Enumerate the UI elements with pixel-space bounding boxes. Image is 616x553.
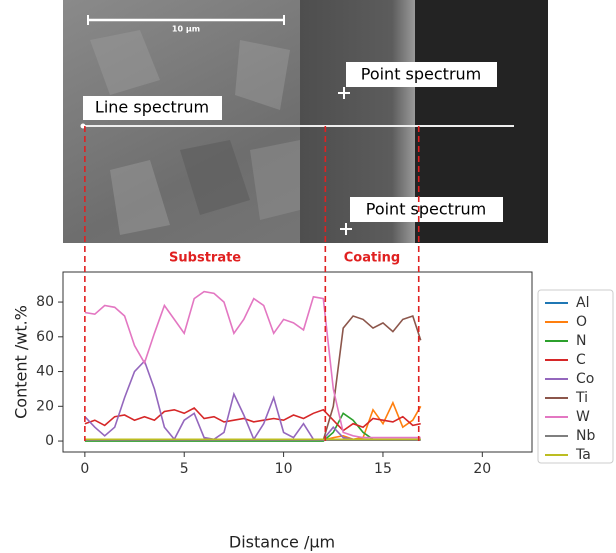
legend-label: Ta (575, 447, 591, 463)
y-tick-label: 80 (36, 294, 54, 310)
x-tick-label: 5 (180, 461, 189, 477)
series-line (84, 290, 421, 439)
y-tick-label: 0 (45, 433, 54, 449)
x-tick-label: 0 (80, 461, 89, 477)
region-label: Substrate (169, 251, 241, 266)
legend-label: C (576, 352, 586, 368)
point-spectrum-label: Point spectrum (366, 200, 487, 219)
legend-label: Ti (575, 390, 588, 406)
x-tick-label: 10 (275, 461, 293, 477)
line-spectrum-label: Line spectrum (95, 98, 209, 117)
y-tick-label: 20 (36, 398, 54, 414)
series-line (84, 359, 421, 442)
legend-label: N (576, 333, 586, 349)
series-line (84, 407, 421, 432)
x-axis-label: Distance /µm (229, 533, 335, 552)
y-tick-label: 40 (36, 364, 54, 380)
x-tick-label: 15 (374, 461, 392, 477)
y-axis-label: Content /wt.% (12, 305, 31, 419)
legend-label: Co (576, 371, 594, 387)
plot-frame (62, 271, 533, 453)
scale-bar-label: 10 µm (172, 25, 200, 34)
sem-image: 10 µm Line spectrum Point spectrum Point… (63, 0, 548, 243)
legend-label: W (576, 409, 590, 425)
legend-label: Al (576, 295, 589, 311)
y-tick-label: 60 (36, 329, 54, 345)
legend-label: Nb (576, 428, 595, 444)
legend-label: O (576, 314, 587, 330)
region-label: Coating (344, 251, 400, 266)
legend (537, 289, 614, 464)
series-line (84, 412, 421, 442)
x-tick-label: 20 (473, 461, 491, 477)
point-spectrum-label: Point spectrum (361, 65, 482, 84)
